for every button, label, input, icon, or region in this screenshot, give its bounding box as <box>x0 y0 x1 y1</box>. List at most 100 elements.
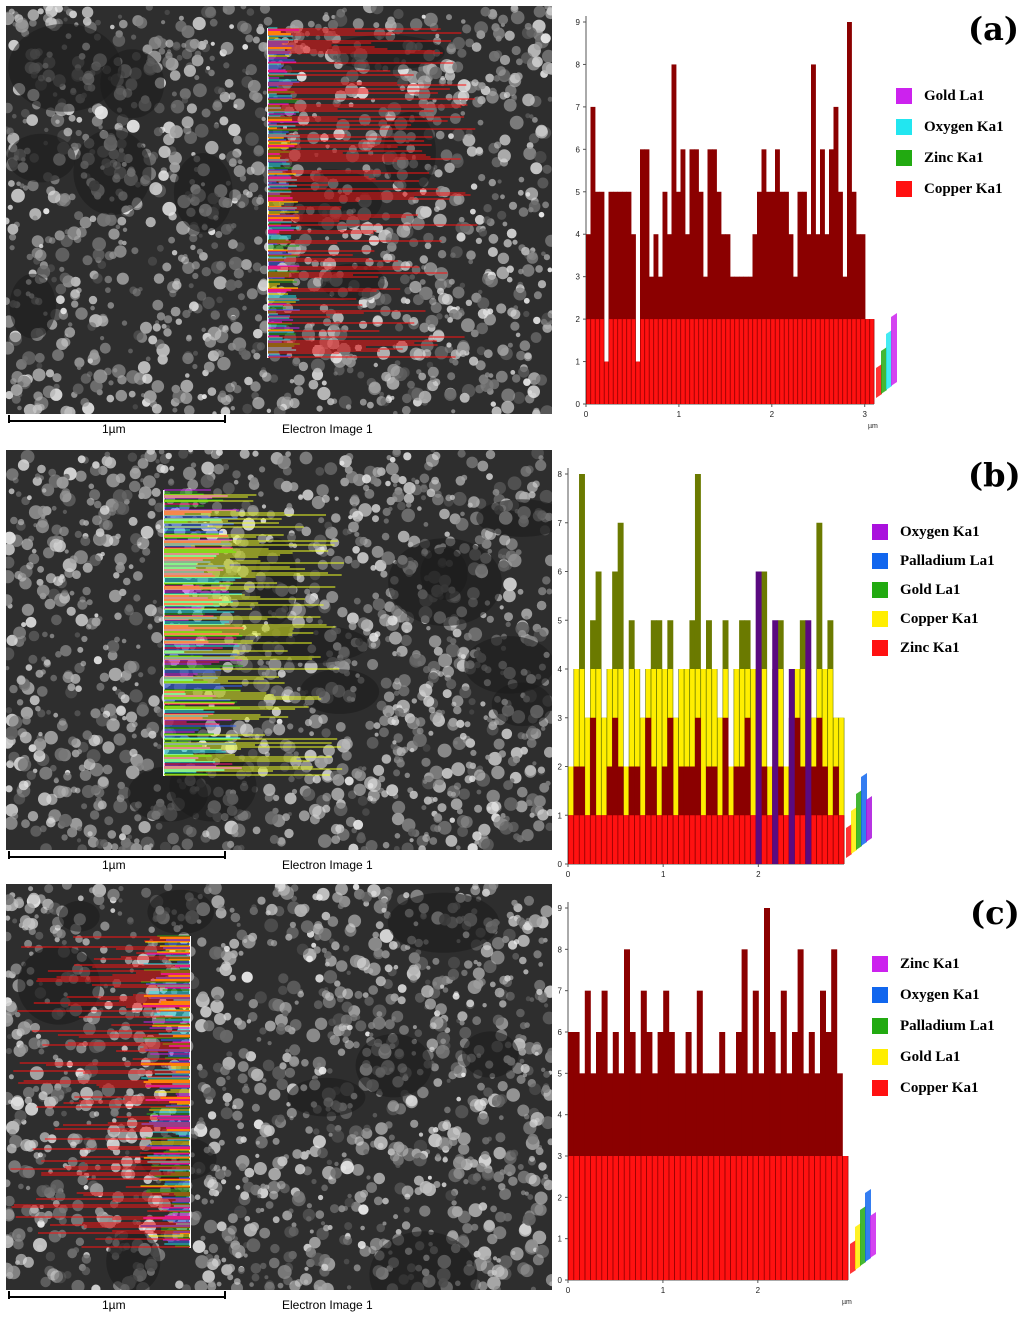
sem-micrograph-b <box>6 450 552 850</box>
chart-bar-fill <box>811 319 816 404</box>
chart-bar <box>833 106 839 404</box>
chart-bar-fill <box>656 815 662 864</box>
legend-swatch <box>896 88 912 104</box>
chart-bar-fill <box>618 815 623 864</box>
chart-bar-fill <box>721 319 726 404</box>
chart-bar-fill <box>792 1156 798 1280</box>
scale-bar-c: 1µm Electron Image 1 <box>6 1290 552 1312</box>
chart-bar-fill <box>627 319 631 404</box>
chart-bar-fill <box>753 1156 759 1280</box>
legend-label: Gold La1 <box>900 1049 961 1065</box>
legend-swatch <box>872 987 888 1003</box>
depth-profile-bar <box>856 790 862 850</box>
chart-bar <box>617 191 623 404</box>
chart-bar-fill <box>619 1156 624 1280</box>
chart-bar-fill <box>703 1156 708 1280</box>
y-tick-label: 8 <box>558 945 563 954</box>
chart-bar <box>820 149 825 404</box>
chart-bar <box>640 149 645 404</box>
chart-bar-fill <box>640 319 645 404</box>
image-caption: Electron Image 1 <box>282 858 373 872</box>
y-tick-label: 1 <box>558 811 563 820</box>
chart-bar-fill <box>834 319 838 404</box>
chart-bar-fill <box>585 1156 591 1280</box>
chart-bar <box>772 620 779 864</box>
legend-swatch <box>896 181 912 197</box>
chart-bar-fill <box>645 815 651 864</box>
chart-bar-fill <box>640 717 646 864</box>
depth-profile-bar <box>866 796 872 842</box>
chart-bar-fill <box>663 1156 669 1280</box>
chart-bar-fill <box>771 319 775 404</box>
chart-bar <box>626 191 632 404</box>
y-tick-label: 0 <box>576 400 581 409</box>
chart-bar-fill <box>649 319 654 404</box>
chart-bar <box>755 571 762 864</box>
chart-bar <box>761 149 767 404</box>
chart-bar-fill <box>712 319 717 404</box>
chart-bar-fill <box>739 319 744 404</box>
chart-bar-fill <box>726 319 730 404</box>
chart-bar-fill <box>685 319 690 404</box>
depth-profile-bar <box>851 807 857 854</box>
depth-profile-bar <box>855 1223 861 1270</box>
chart-bar-fill <box>870 319 874 404</box>
chart-bar-fill <box>609 319 613 404</box>
chart-bar <box>644 149 650 404</box>
chart-bar <box>595 191 600 404</box>
chart-bar-fill <box>686 1156 691 1280</box>
panel-c: 1µm Electron Image 1 0 1 2 3 4 5 6 7 8 9 0 1 2 µm (c)… <box>0 884 1024 1325</box>
chart-bar-fill <box>604 361 609 404</box>
chart-bar-fill <box>822 815 828 864</box>
x-tick-label: 0 <box>566 1286 571 1295</box>
legend-label: Gold La1 <box>900 582 961 598</box>
chart-bar-fill <box>673 815 679 864</box>
scale-bar-line <box>8 420 226 422</box>
chart-bar-fill <box>669 1156 675 1280</box>
scale-bar-a: 1µm Electron Image 1 <box>6 414 552 436</box>
chart-bar-fill <box>623 815 629 864</box>
y-tick-label: 8 <box>576 60 581 69</box>
chart-bar-fill <box>579 815 585 864</box>
chart-bar-fill <box>634 815 640 864</box>
panel-b: 1µm Electron Image 1 012345678012µm (b) … <box>0 446 1024 878</box>
legend-label: Copper Ka1 <box>900 611 979 627</box>
chart-bar-fill <box>712 815 717 864</box>
legend-label: Zinc Ka1 <box>924 150 984 166</box>
chart-bar-fill <box>781 1156 787 1280</box>
chart-bar <box>757 191 762 404</box>
chart-bar-fill <box>663 319 667 404</box>
y-tick-label: 0 <box>558 1276 563 1285</box>
legend-swatch <box>896 119 912 135</box>
chart-bar-fill <box>662 815 668 864</box>
chart-bar <box>601 990 608 1280</box>
chart-bar-fill <box>794 815 800 864</box>
chart-bar-fill <box>778 815 784 864</box>
chart-bar-fill <box>568 1156 574 1280</box>
series-copper-ka1 <box>568 908 849 1280</box>
scale-bar-b: 1µm Electron Image 1 <box>6 850 552 872</box>
chart-bar-fill <box>770 1156 775 1280</box>
chart-bar-fill <box>831 1156 837 1280</box>
chart-bar-fill <box>780 319 784 404</box>
chart-bar-fill <box>747 1156 753 1280</box>
chart-bar-fill <box>802 319 807 404</box>
y-tick-label: 7 <box>558 519 563 528</box>
chart-bar-fill <box>708 319 712 404</box>
chart-bar <box>766 191 771 404</box>
scale-bar-tick <box>224 415 226 423</box>
chart-bar-fill <box>736 1156 742 1280</box>
depth-profile-bar <box>865 1189 871 1262</box>
scale-bar-tick <box>224 1291 226 1299</box>
chart-bar-fill <box>607 1156 613 1280</box>
legend-label: Copper Ka1 <box>900 1080 979 1096</box>
chart-bar-fill <box>775 1156 781 1280</box>
y-tick-label: 7 <box>576 103 581 112</box>
panel-label-c: (c) <box>970 894 1020 932</box>
chart-bar-fill <box>618 319 622 404</box>
sem-micrograph-c <box>6 884 552 1290</box>
chart-bar-fill <box>654 319 658 404</box>
chart-bar-fill <box>679 815 684 864</box>
y-tick-label: 7 <box>558 987 563 996</box>
